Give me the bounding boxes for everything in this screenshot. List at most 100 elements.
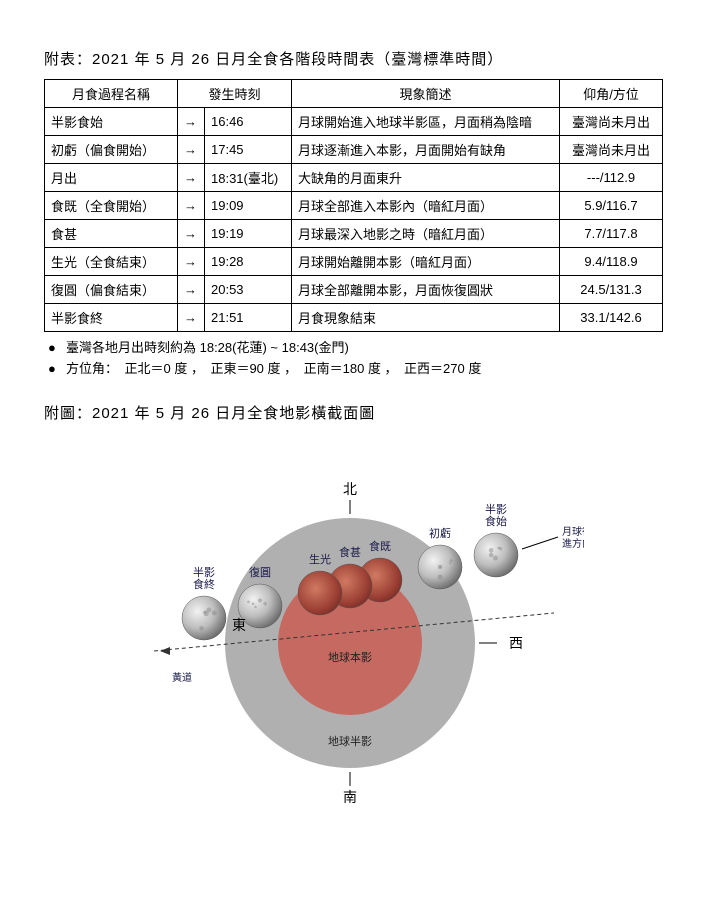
arrow-icon <box>178 192 205 220</box>
moon-texture <box>199 626 203 630</box>
document-page: 附表：2021 年 5 月 26 日月全食各階段時間表（臺灣標準時間） 月食過程… <box>0 0 707 910</box>
cell-angle: 臺灣尚未月出 <box>560 108 663 136</box>
arrow-icon <box>178 136 205 164</box>
cell-time: 19:19 <box>205 220 292 248</box>
cell-desc: 月球逐漸進入本影，月面開始有缺角 <box>292 136 560 164</box>
moon-texture <box>488 552 493 557</box>
cell-phase: 半影食終 <box>45 304 178 332</box>
arrow-icon <box>178 304 205 332</box>
cell-angle: ---/112.9 <box>560 164 663 192</box>
cell-time: 19:09 <box>205 192 292 220</box>
moon-texture <box>263 602 266 605</box>
col-angle: 仰角/方位 <box>560 80 663 108</box>
arrow-icon <box>178 108 205 136</box>
cell-angle: 7.7/117.8 <box>560 220 663 248</box>
cell-time: 19:28 <box>205 248 292 276</box>
arrow-icon <box>178 164 205 192</box>
table-header: 月食過程名稱 發生時刻 現象簡述 仰角/方位 <box>45 80 663 108</box>
phase-label-total_end: 生光 <box>309 552 331 566</box>
footnote-azimuth: 方位角： 正北＝0 度 ， 正東＝90 度 ， 正南＝180 度 ， 正西＝27… <box>48 359 663 380</box>
moon-texture <box>437 574 442 579</box>
eclipse-diagram: 北南西地球本影地球半影黃道半影食始初虧食既食甚生光復圓半影食終東月球行進方向 <box>44 433 663 813</box>
footnote-moonrise: 臺灣各地月出時刻約為 18:28(花蓮) ~ 18:43(金門) <box>48 338 663 359</box>
table-title: 附表：2021 年 5 月 26 日月全食各階段時間表（臺灣標準時間） <box>44 48 663 69</box>
phase-label-partial_start: 初虧 <box>429 526 451 540</box>
table-row: 半影食終 21:51月食現象結束33.1/142.6 <box>45 304 663 332</box>
cell-desc: 月球全部離開本影，月面恢復圓狀 <box>292 276 560 304</box>
table-row: 復圓（偏食結束） 20:53月球全部離開本影，月面恢復圓狀24.5/131.3 <box>45 276 663 304</box>
moon-texture <box>492 555 497 560</box>
cell-desc: 月食現象結束 <box>292 304 560 332</box>
cell-time: 21:51 <box>205 304 292 332</box>
label-south: 南 <box>343 789 357 805</box>
moon-direction-pointer <box>522 537 558 549</box>
label-umbra: 地球本影 <box>328 650 372 664</box>
cell-desc: 月球最深入地影之時（暗紅月面） <box>292 220 560 248</box>
cell-phase: 半影食始 <box>45 108 178 136</box>
label-east: 東 <box>232 617 246 633</box>
moon-phase-total_end <box>298 571 342 615</box>
cell-phase: 初虧（偏食開始） <box>45 136 178 164</box>
moon-texture <box>498 547 501 550</box>
cell-phase: 月出 <box>45 164 178 192</box>
moon-texture <box>257 598 261 602</box>
moon-phase-p_start <box>474 533 518 577</box>
label-penumbra: 地球半影 <box>328 734 372 748</box>
phase-label-p_start: 食始 <box>485 514 507 528</box>
table-footnotes: 臺灣各地月出時刻約為 18:28(花蓮) ~ 18:43(金門) 方位角： 正北… <box>48 338 663 380</box>
cell-phase: 復圓（偏食結束） <box>45 276 178 304</box>
label-ecliptic: 黃道 <box>172 671 192 684</box>
cell-desc: 月球全部進入本影內（暗紅月面） <box>292 192 560 220</box>
cell-phase: 生光（全食結束） <box>45 248 178 276</box>
moon-texture <box>439 565 441 567</box>
cell-desc: 大缺角的月面東升 <box>292 164 560 192</box>
cell-desc: 月球開始離開本影（暗紅月面） <box>292 248 560 276</box>
moon-texture <box>449 562 451 564</box>
moon-texture <box>251 602 254 605</box>
label-moon-direction-1: 月球行 <box>562 525 584 538</box>
eclipse-phase-table: 月食過程名稱 發生時刻 現象簡述 仰角/方位 半影食始 16:46月球開始進入地球… <box>44 79 663 332</box>
table-row: 初虧（偏食開始） 17:45月球逐漸進入本影，月面開始有缺角臺灣尚未月出 <box>45 136 663 164</box>
phase-label-total_start: 食既 <box>369 539 391 553</box>
col-desc: 現象簡述 <box>292 80 560 108</box>
table-row: 月出 18:31(臺北)大缺角的月面東升---/112.9 <box>45 164 663 192</box>
arrow-icon <box>178 220 205 248</box>
phase-label-p_end: 食終 <box>193 577 215 591</box>
moon-texture <box>247 600 250 603</box>
cell-angle: 33.1/142.6 <box>560 304 663 332</box>
diagram-title: 附圖：2021 年 5 月 26 日月全食地影橫截面圖 <box>44 402 663 423</box>
cell-phase: 食既（全食開始） <box>45 192 178 220</box>
arrow-icon <box>178 276 205 304</box>
eclipse-cross-section-svg: 北南西地球本影地球半影黃道半影食始初虧食既食甚生光復圓半影食終東月球行進方向 <box>124 433 584 813</box>
cell-angle: 5.9/116.7 <box>560 192 663 220</box>
moon-phase-p_end <box>182 596 226 640</box>
moon-texture <box>203 611 208 616</box>
cell-time: 16:46 <box>205 108 292 136</box>
moon-path-arrowhead <box>160 647 170 655</box>
moon-texture <box>488 547 493 552</box>
arrow-icon <box>178 248 205 276</box>
cell-angle: 9.4/118.9 <box>560 248 663 276</box>
cell-angle: 24.5/131.3 <box>560 276 663 304</box>
cell-time: 17:45 <box>205 136 292 164</box>
col-phase: 月食過程名稱 <box>45 80 178 108</box>
label-west: 西 <box>509 635 523 651</box>
label-moon-direction-2: 進方向 <box>562 537 584 550</box>
cell-time: 20:53 <box>205 276 292 304</box>
phase-label-p_end: 半影 <box>193 565 215 579</box>
table-row: 半影食始 16:46月球開始進入地球半影區，月面稍為陰暗臺灣尚未月出 <box>45 108 663 136</box>
cell-desc: 月球開始進入地球半影區，月面稍為陰暗 <box>292 108 560 136</box>
col-time: 發生時刻 <box>178 80 292 108</box>
moon-texture <box>254 605 257 608</box>
table-row: 食既（全食開始） 19:09月球全部進入本影內（暗紅月面）5.9/116.7 <box>45 192 663 220</box>
cell-phase: 食甚 <box>45 220 178 248</box>
phase-label-partial_end: 復圓 <box>249 566 271 579</box>
cell-angle: 臺灣尚未月出 <box>560 136 663 164</box>
moon-texture <box>211 610 216 615</box>
table-row: 食甚 19:19月球最深入地影之時（暗紅月面）7.7/117.8 <box>45 220 663 248</box>
table-row: 生光（全食結束） 19:28月球開始離開本影（暗紅月面）9.4/118.9 <box>45 248 663 276</box>
cell-time: 18:31(臺北) <box>205 164 292 192</box>
phase-label-p_start: 半影 <box>485 502 507 516</box>
moon-texture <box>449 559 452 562</box>
phase-label-max: 食甚 <box>339 545 361 559</box>
